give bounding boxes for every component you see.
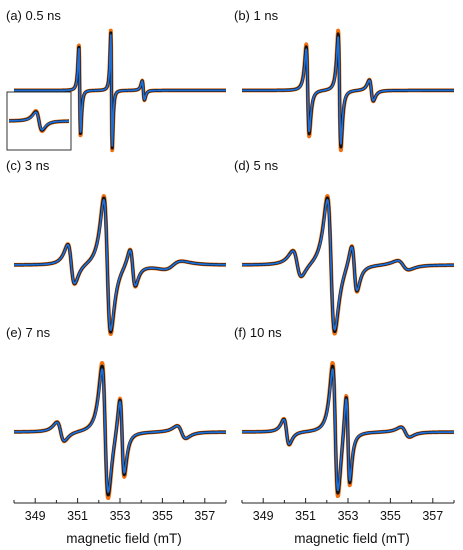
inset-mean-line <box>9 111 69 131</box>
panel-4: (d) 5 ns <box>234 158 456 336</box>
x-axis-right: 349 351 353 355 357 <box>241 498 455 523</box>
panel-6: (f) 10 ns <box>234 325 456 498</box>
mean-spectrum-line <box>13 368 227 493</box>
x-tick-label: 351 <box>67 509 88 523</box>
mean-spectrum-line <box>241 368 455 492</box>
x-axis-label-right: magnetic field (mT) <box>294 531 410 546</box>
mean-spectrum-line <box>241 199 455 331</box>
x-tick-label: 353 <box>110 509 131 523</box>
mean-spectrum-line <box>13 199 227 331</box>
x-tick-label: 349 <box>253 509 274 523</box>
x-axes-group: 349 351 353 355 357 349 351 353 355 357 <box>13 498 455 523</box>
inset <box>6 91 72 151</box>
x-tick-label: 357 <box>422 509 443 523</box>
x-tick-label: 355 <box>152 509 173 523</box>
panel-label: (f) 10 ns <box>234 325 282 340</box>
panel-label: (d) 5 ns <box>234 158 279 173</box>
x-axis-label-left: magnetic field (mT) <box>66 531 182 546</box>
panel-3: (c) 3 ns <box>6 158 228 336</box>
panel-2: (b) 1 ns <box>234 8 456 153</box>
x-tick-label: 355 <box>380 509 401 523</box>
x-tick-label: 351 <box>295 509 316 523</box>
panel-5: (e) 7 ns <box>6 325 228 501</box>
x-tick-label: 357 <box>194 509 215 523</box>
x-tick-label: 349 <box>25 509 46 523</box>
x-axis-left: 349 351 353 355 357 <box>13 498 227 523</box>
panel-1: (a) 0.5 ns <box>6 8 228 153</box>
panels-group: (a) 0.5 ns (b) 1 ns (c) 3 ns (d) 5 ns (e) 7 … <box>6 8 456 501</box>
panel-label: (b) 1 ns <box>234 8 279 23</box>
mean-spectrum-line <box>241 36 455 145</box>
panel-label: (a) 0.5 ns <box>6 8 61 23</box>
mean-spectrum-line <box>13 34 227 147</box>
x-tick-label: 353 <box>338 509 359 523</box>
panel-label: (e) 7 ns <box>6 325 51 340</box>
panel-label: (c) 3 ns <box>6 158 50 173</box>
